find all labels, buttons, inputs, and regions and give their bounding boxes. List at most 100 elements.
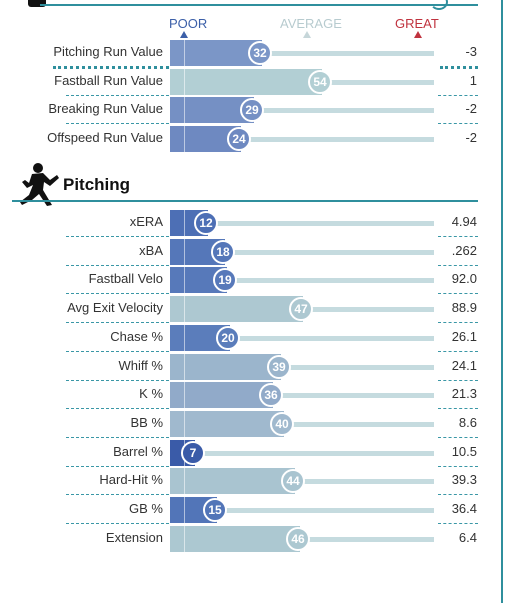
metric-label: xERA xyxy=(129,214,163,229)
poor-marker-icon xyxy=(180,31,188,38)
percentile-bubble: 54 xyxy=(308,69,332,94)
metric-value: 8.6 xyxy=(458,414,477,430)
percentile-bar xyxy=(170,410,284,437)
percentile-track xyxy=(170,278,434,284)
bar-gridline xyxy=(184,125,185,152)
metric-value: 4.94 xyxy=(451,214,477,229)
percentile-bubble: 12 xyxy=(194,211,218,235)
card-right-border xyxy=(501,0,503,603)
row-separator xyxy=(66,293,169,295)
bar-gridline xyxy=(184,353,185,380)
percentile-bubble: 46 xyxy=(286,526,310,551)
percentile-bubble: 39 xyxy=(267,354,291,379)
percentile-track xyxy=(170,136,434,142)
row-separator xyxy=(438,523,478,524)
section-divider xyxy=(12,200,478,202)
bar-gridline xyxy=(184,468,185,495)
row-separator xyxy=(438,293,478,295)
metric-row: Whiff % 39 24.1 xyxy=(0,353,508,381)
row-separator xyxy=(438,350,478,352)
metric-value: 6.4 xyxy=(458,529,477,545)
bar-gridline xyxy=(184,97,185,123)
percentile-bubble: 36 xyxy=(259,383,283,408)
row-separator xyxy=(66,436,169,438)
metric-label: xBA xyxy=(139,242,163,258)
metric-label: Offspeed Run Value xyxy=(47,129,163,145)
percentile-bubble: 7 xyxy=(181,440,205,465)
metric-value: -3 xyxy=(465,44,477,59)
row-separator xyxy=(438,264,478,266)
row-separator xyxy=(66,123,169,124)
row-separator xyxy=(66,322,169,324)
metric-row: Chase % 20 26.1 xyxy=(0,324,508,352)
metric-label: Breaking Run Value xyxy=(48,101,163,116)
metric-label: Extension xyxy=(105,529,163,545)
metric-value: 39.3 xyxy=(451,472,477,488)
metric-row: Barrel % 7 10.5 xyxy=(0,439,508,467)
scale-average-label: AVERAGE xyxy=(280,16,342,31)
metric-value: 36.4 xyxy=(451,501,477,516)
percentile-bubble: 20 xyxy=(216,325,240,350)
scale-poor-label: POOR xyxy=(169,16,208,31)
metric-label: Hard-Hit % xyxy=(99,472,163,488)
metric-value: -2 xyxy=(465,129,477,145)
metric-label: Chase % xyxy=(110,328,163,344)
row-separator xyxy=(438,322,478,324)
metric-label: K % xyxy=(139,386,163,402)
row-separator xyxy=(66,264,169,266)
metric-label: Pitching Run Value xyxy=(53,44,163,59)
percentile-track xyxy=(170,249,434,255)
percentile-bubble: 24 xyxy=(227,126,251,151)
row-separator xyxy=(440,66,478,69)
metric-value: 21.3 xyxy=(451,386,477,402)
row-separator xyxy=(438,94,478,96)
player-icon xyxy=(28,0,46,7)
percentile-track xyxy=(170,221,434,226)
metric-value: 92.0 xyxy=(451,271,477,287)
metric-label: Avg Exit Velocity xyxy=(67,300,163,316)
row-separator xyxy=(66,408,169,410)
row-separator xyxy=(66,379,169,381)
percentile-bubble: 19 xyxy=(213,268,237,293)
section-divider xyxy=(40,4,478,6)
metric-label: Whiff % xyxy=(118,357,163,373)
row-separator xyxy=(438,123,478,124)
bar-gridline xyxy=(184,40,185,66)
percentile-bubble: 32 xyxy=(248,41,272,65)
metric-row: K % 36 21.3 xyxy=(0,381,508,410)
bar-gridline xyxy=(184,525,185,552)
percentile-track xyxy=(170,108,434,113)
bar-gridline xyxy=(184,410,185,437)
metric-row: Avg Exit Velocity 47 88.9 xyxy=(0,295,508,324)
row-separator xyxy=(66,350,169,352)
percentile-bubble: 18 xyxy=(211,239,235,264)
percentile-bubble: 47 xyxy=(289,297,313,322)
row-separator xyxy=(66,494,169,496)
percentile-bar xyxy=(170,468,295,495)
percentile-track xyxy=(170,508,434,513)
pitcher-icon xyxy=(20,163,59,206)
ring-icon xyxy=(430,0,448,10)
row-separator xyxy=(438,236,478,237)
metric-value: 88.9 xyxy=(451,300,477,316)
bar-gridline xyxy=(184,267,185,294)
row-separator xyxy=(438,436,478,438)
metric-label: GB % xyxy=(129,501,163,516)
percentile-bar xyxy=(170,68,322,95)
metric-label: BB % xyxy=(130,414,163,430)
metric-label: Fastball Velo xyxy=(88,271,163,287)
row-separator xyxy=(66,523,169,524)
row-separator xyxy=(438,408,478,410)
row-separator xyxy=(66,236,169,237)
percentile-bar xyxy=(170,382,273,409)
percentile-track xyxy=(170,364,434,370)
bar-gridline xyxy=(184,497,185,523)
metric-value: .262 xyxy=(451,242,477,258)
bar-gridline xyxy=(184,382,185,409)
percentile-bar xyxy=(170,296,303,323)
row-separator xyxy=(438,379,478,381)
metric-row: xBA 18 .262 xyxy=(0,238,508,266)
metric-label: Fastball Run Value xyxy=(54,72,163,88)
metric-value: 10.5 xyxy=(451,443,477,459)
